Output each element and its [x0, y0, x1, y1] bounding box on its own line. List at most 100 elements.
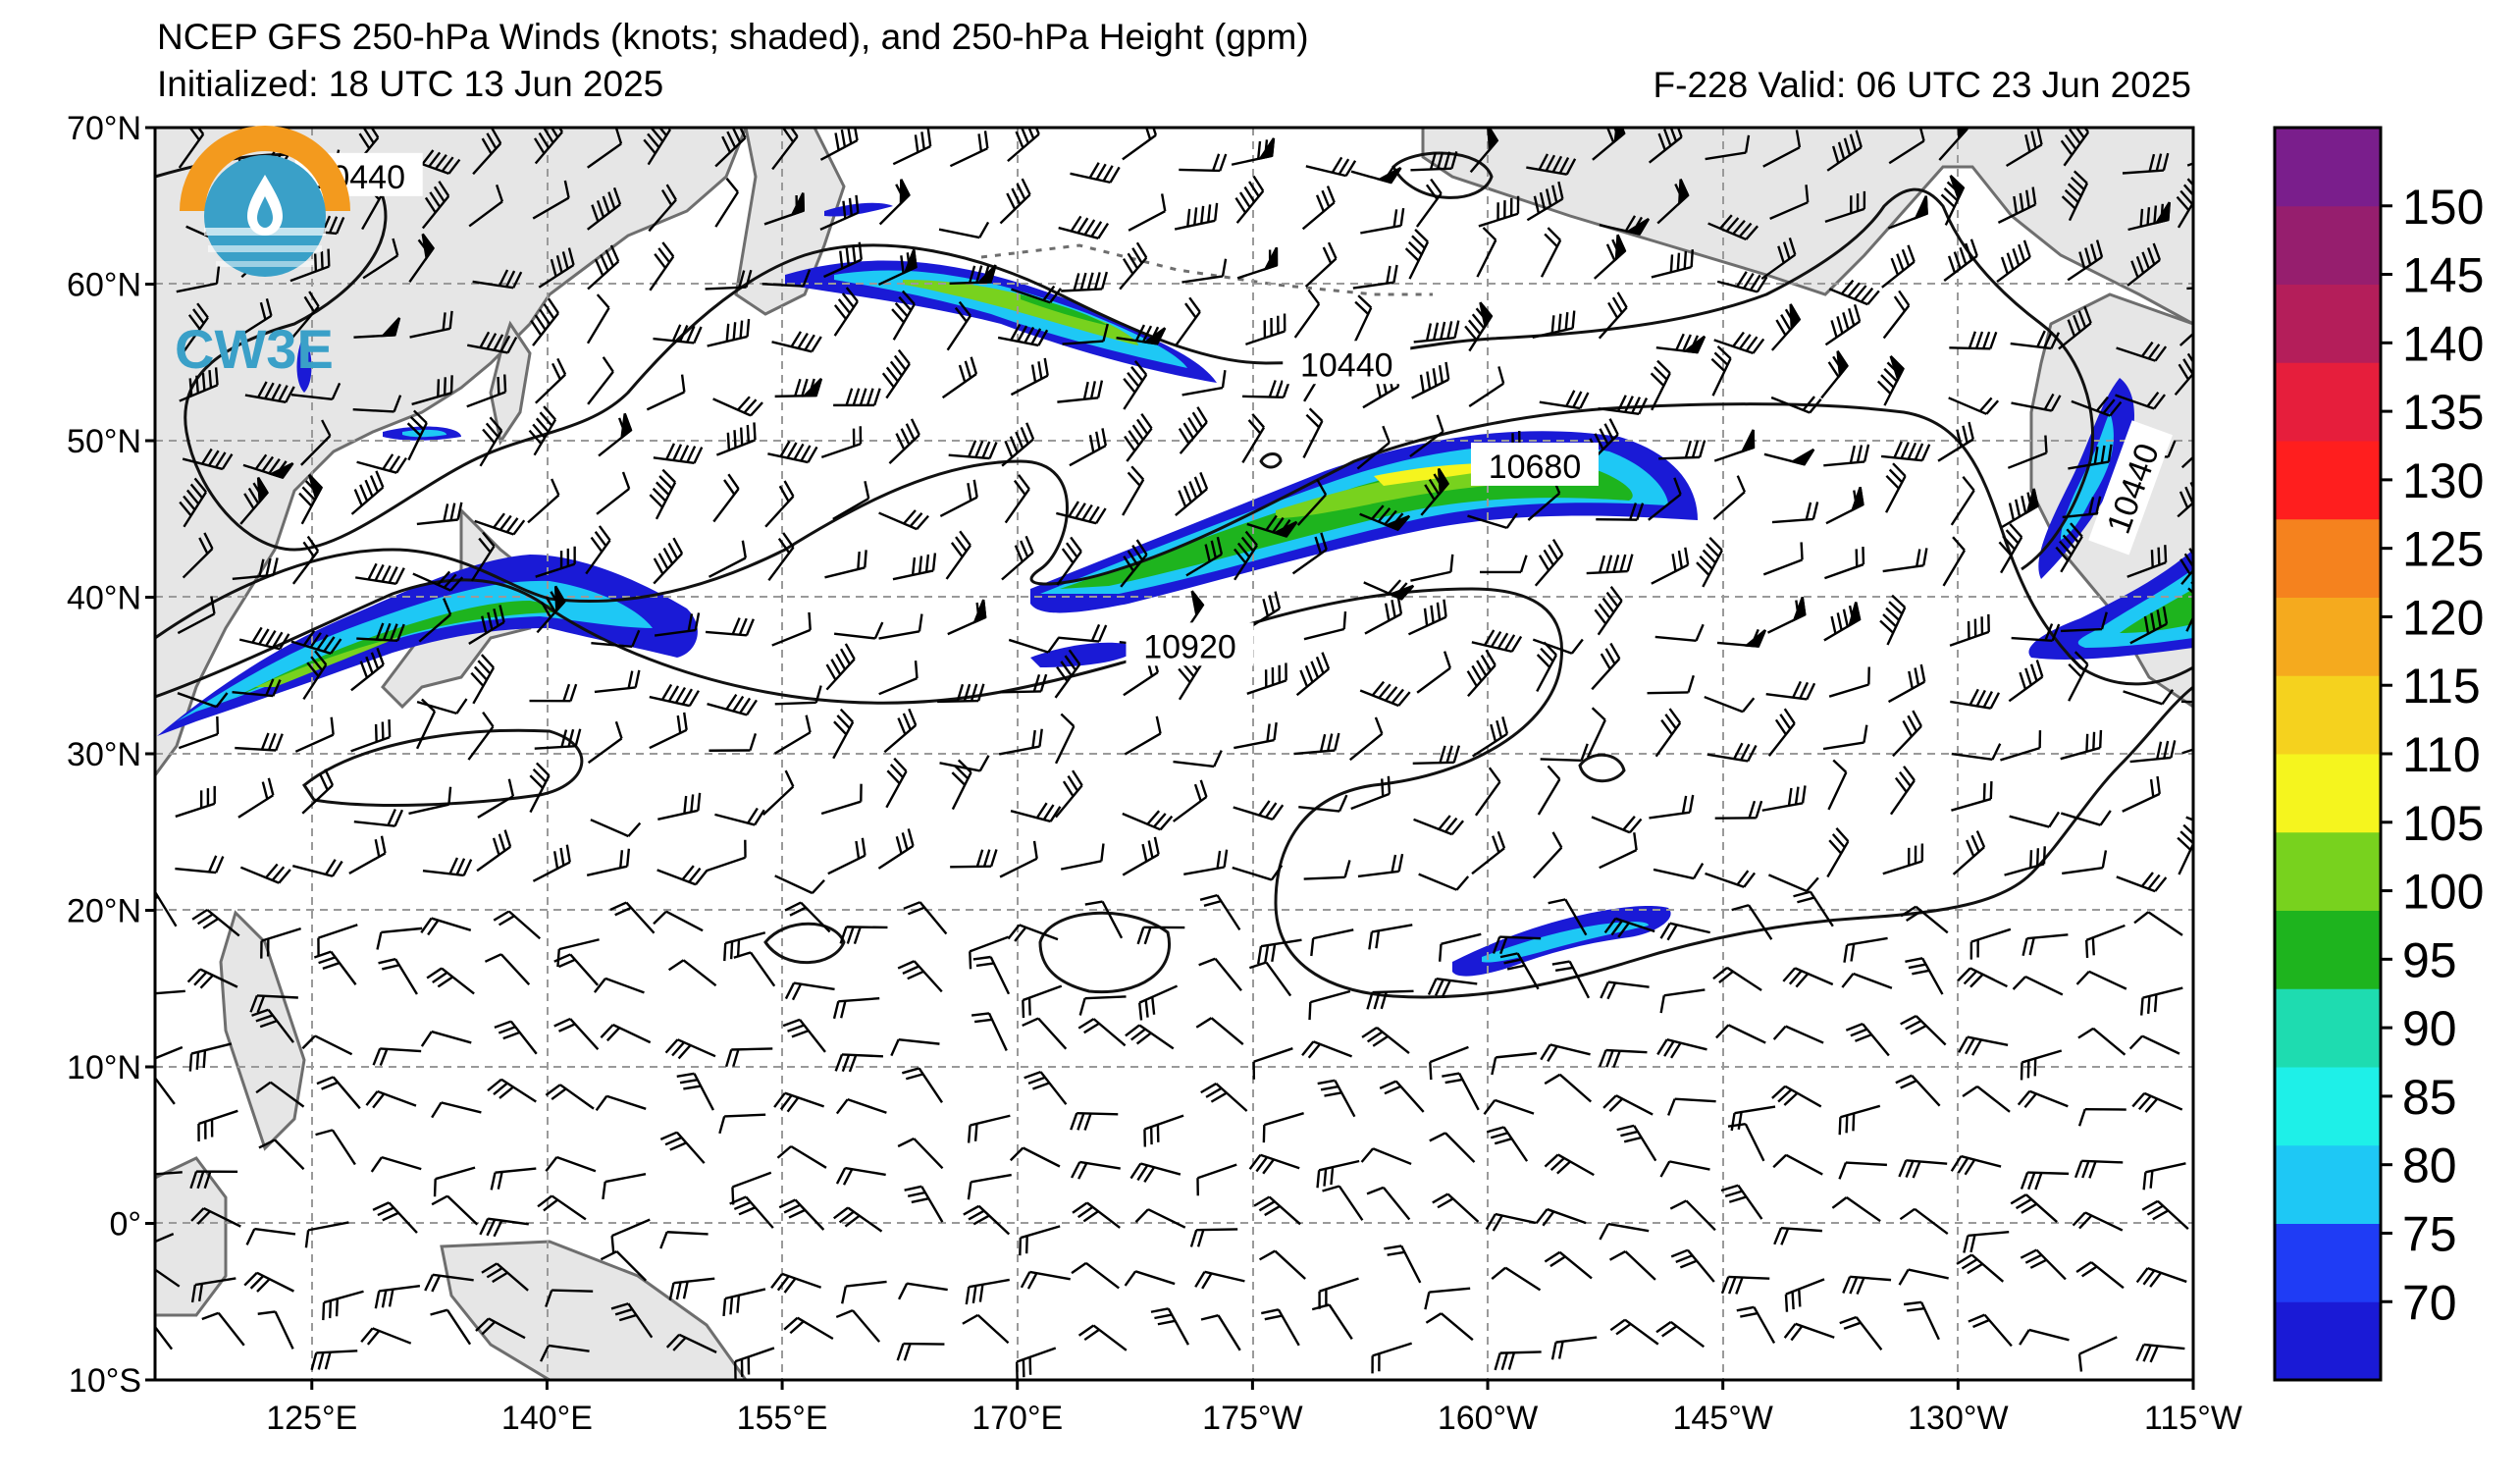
wind-barb — [586, 186, 622, 231]
wind-barb — [1550, 1336, 1598, 1360]
wind-barb — [1316, 1159, 1360, 1189]
wind-barb — [1384, 1245, 1422, 1284]
wind-barb — [1950, 1154, 2002, 1176]
wind-barb — [260, 927, 301, 959]
wind-barb — [1303, 610, 1347, 641]
wind-barb — [236, 298, 273, 340]
wind-barb — [1969, 927, 2012, 960]
wind-barb — [1056, 536, 1082, 586]
wind-barb — [1301, 185, 1336, 231]
wind-barb — [1949, 331, 1998, 350]
wind-barb — [556, 938, 600, 968]
wind-barb — [433, 1166, 476, 1197]
wind-barb — [883, 708, 918, 754]
wind-barb — [948, 440, 998, 460]
lon-label: 145°W — [1672, 1400, 1772, 1437]
wind-barb — [1136, 926, 1185, 945]
wind-barb — [1357, 853, 1404, 878]
colorbar-segment — [2275, 1144, 2381, 1224]
wind-barb — [898, 1282, 948, 1300]
wind-barb — [587, 720, 623, 765]
wind-barb — [1494, 1351, 1542, 1371]
wind-barb — [365, 1089, 417, 1109]
wind-barb — [1352, 294, 1373, 345]
wind-barb — [408, 233, 436, 283]
wind-barb — [177, 692, 229, 709]
wind-barb — [1010, 357, 1049, 397]
wind-barb — [649, 712, 688, 750]
land-borneo — [155, 1156, 228, 1317]
wind-barb — [352, 395, 402, 413]
wind-barb — [714, 128, 747, 168]
wind-barb — [1318, 1277, 1359, 1309]
wind-barb — [1172, 779, 1208, 822]
wind-barb — [832, 996, 880, 1020]
contour-closed-1 — [763, 922, 846, 965]
wind-barb — [2011, 623, 2061, 642]
wind-barb — [1885, 462, 1907, 513]
contour-closed-japan — [301, 728, 584, 807]
wind-barb — [353, 317, 401, 339]
colorbar-label: 75 — [2402, 1206, 2457, 1261]
wind-barb — [1008, 637, 1060, 654]
wind-barb — [316, 1076, 361, 1110]
wind-barb — [2012, 975, 2064, 996]
colorbar-label: 80 — [2402, 1139, 2457, 1193]
wind-barb — [472, 269, 523, 290]
wind-barb — [1651, 249, 1694, 279]
wind-barb — [178, 715, 220, 750]
wind-barb — [643, 128, 672, 166]
wind-barb — [1293, 289, 1321, 339]
wind-barb — [1350, 775, 1391, 811]
wind-barb — [2020, 1171, 2070, 1191]
wind-barb — [2010, 330, 2061, 350]
lon-label: 175°W — [1202, 1400, 1302, 1437]
wind-barb — [412, 570, 464, 592]
wind-barb — [1898, 1268, 1949, 1286]
wind-barb — [1599, 1222, 1650, 1241]
wind-barb — [1308, 989, 1351, 1021]
wind-barb — [949, 131, 989, 168]
colorbar-segment — [2275, 1067, 2381, 1146]
contour-label-text: 10680 — [1489, 449, 1582, 486]
wind-barb — [2020, 1248, 2067, 1281]
wind-barb — [2068, 651, 2089, 702]
wind-barb — [2004, 846, 2046, 876]
wind-barb — [421, 181, 450, 230]
wind-barb — [356, 622, 405, 643]
colorbar-segment — [2275, 597, 2381, 676]
wind-barb — [1727, 1122, 1765, 1162]
wind-barb — [2077, 1336, 2118, 1372]
wind-barb — [897, 1138, 944, 1170]
colorbar-segment — [2275, 675, 2381, 755]
wind-barb — [1471, 830, 1506, 875]
wind-barb — [411, 375, 453, 406]
wind-barb — [1540, 743, 1589, 763]
colorbar-segment — [2275, 362, 2381, 442]
wind-barb — [654, 612, 701, 637]
wind-barb — [1667, 1097, 1716, 1116]
wind-barb — [294, 716, 335, 753]
wind-barb — [1887, 663, 1926, 704]
wind-barb — [767, 532, 795, 582]
wind-barb — [1826, 826, 1850, 878]
wind-barb — [1124, 715, 1162, 756]
wind-barb — [1762, 130, 1802, 168]
wind-barb — [1298, 794, 1348, 813]
wind-barb — [239, 863, 291, 884]
wind-barb — [532, 180, 570, 220]
wind-barb — [1311, 1303, 1353, 1340]
wind-barb — [2122, 775, 2161, 813]
colorbar-label: 105 — [2402, 796, 2484, 851]
wind-barb — [1704, 695, 1756, 714]
contour-10680 — [155, 402, 2193, 686]
contour-10440-north — [155, 153, 2095, 552]
wind-barb — [833, 621, 884, 640]
wind-barb — [1651, 547, 1690, 585]
wind-barb — [586, 293, 610, 344]
wind-barb — [1407, 599, 1447, 636]
wind-barb — [1200, 1314, 1241, 1351]
wind-barb — [1420, 467, 1450, 516]
wind-barb — [301, 1034, 353, 1056]
wind-barb — [1710, 345, 1732, 397]
